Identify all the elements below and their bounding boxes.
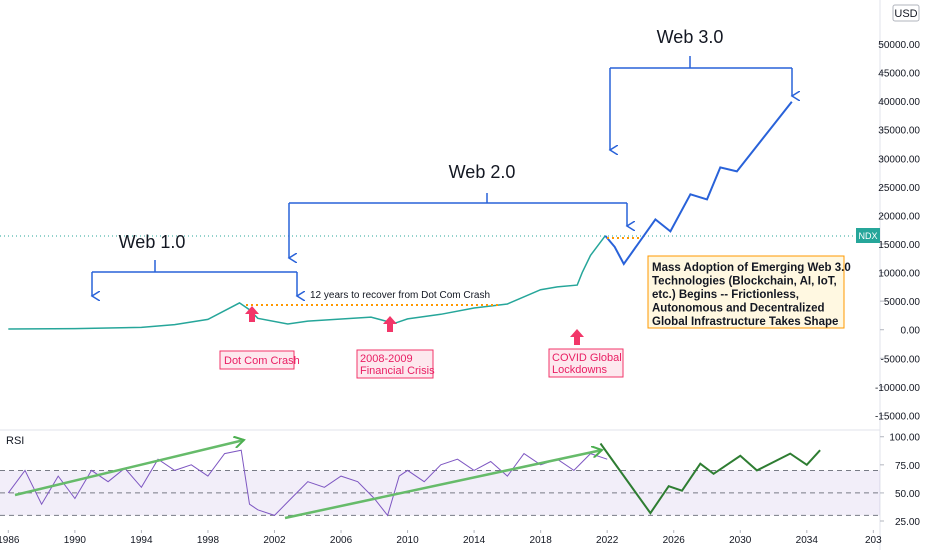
x-tick-label: 1998 bbox=[197, 535, 220, 546]
y-tick-label: 75.00 bbox=[895, 461, 920, 472]
x-tick-label: 1986 bbox=[0, 535, 20, 546]
web1-label: Web 1.0 bbox=[119, 232, 186, 252]
annotation-text: Global Infrastructure Takes Shape bbox=[652, 316, 838, 328]
x-tick-label: 1990 bbox=[64, 535, 87, 546]
y-tick-label: 50.00 bbox=[895, 489, 920, 500]
y-tick-label: 15000.00 bbox=[878, 240, 920, 251]
callout-box bbox=[219, 350, 295, 370]
y-tick-label: 45000.00 bbox=[878, 69, 920, 80]
x-tick-label: 203 bbox=[865, 535, 882, 546]
series-line bbox=[599, 442, 821, 515]
y-tick-label: 40000.00 bbox=[878, 97, 920, 108]
series-line bbox=[8, 234, 607, 330]
trend-line bbox=[14, 440, 244, 497]
y-tick-label: 30000.00 bbox=[878, 154, 920, 165]
trend-line bbox=[284, 450, 602, 520]
x-tick-label: 2026 bbox=[663, 535, 686, 546]
annotation-text: Technologies (Blockchain, AI, IoT, bbox=[652, 276, 837, 288]
symbol-label: NDX bbox=[858, 231, 877, 241]
web2-label: Web 2.0 bbox=[449, 162, 516, 182]
annotation-text: etc.) Begins -- Frictionless, bbox=[652, 289, 799, 301]
brackets bbox=[92, 56, 792, 296]
callout-box bbox=[548, 348, 624, 378]
y-tick-label: 5000.00 bbox=[884, 297, 921, 308]
y-tick-label: 35000.00 bbox=[878, 126, 920, 137]
annotation-text: Autonomous and Decentralized bbox=[652, 303, 825, 315]
y-tick-label: -5000.00 bbox=[881, 354, 921, 365]
price-pane: -15000.00 -10000.00 -5000.00 0.00 5000.00 100… bbox=[0, 40, 920, 422]
y-tick-label: 0.00 bbox=[901, 326, 921, 337]
x-tick-label: 2018 bbox=[530, 535, 553, 546]
x-tick-label: 2034 bbox=[796, 535, 819, 546]
recover-label: 12 years to recover from Dot Com Crash bbox=[310, 290, 490, 301]
y-tick-label: -10000.00 bbox=[875, 383, 920, 394]
web3-label: Web 3.0 bbox=[657, 27, 724, 47]
y-tick-label: 100.00 bbox=[889, 433, 920, 444]
y-tick-label: 25.00 bbox=[895, 517, 920, 528]
series-line bbox=[604, 101, 793, 266]
y-tick-label: 10000.00 bbox=[878, 269, 920, 280]
y-tick-label: 25000.00 bbox=[878, 183, 920, 194]
annotation-text: 2008-2009 bbox=[360, 353, 413, 365]
pane-title: RSI bbox=[6, 435, 24, 447]
unit-box bbox=[892, 4, 920, 22]
callout-arrows bbox=[245, 306, 584, 345]
annotation-text: Lockdowns bbox=[552, 364, 608, 376]
annotation-text: Mass Adoption of Emerging Web 3.0 bbox=[652, 262, 851, 274]
x-tick-label: 2022 bbox=[596, 535, 619, 546]
x-tick-label: 2014 bbox=[463, 535, 486, 546]
x-tick-label: 2030 bbox=[729, 535, 752, 546]
annotation-text: COVID Global bbox=[552, 352, 622, 364]
info-box bbox=[647, 255, 845, 329]
x-tick-label: 2006 bbox=[330, 535, 353, 546]
y-tick-label: -15000.00 bbox=[875, 411, 920, 422]
unit: USD bbox=[894, 8, 917, 20]
x-tick-label: 1994 bbox=[130, 535, 153, 546]
y-tick-label: 20000.00 bbox=[878, 211, 920, 222]
y-tick-label: 50000.00 bbox=[878, 40, 920, 51]
annotation-text: Financial Crisis bbox=[360, 365, 435, 377]
x-tick-label: 2010 bbox=[396, 535, 419, 546]
callout-box bbox=[356, 349, 434, 379]
symbol-tag bbox=[856, 228, 880, 243]
x-tick-label: 2002 bbox=[263, 535, 286, 546]
annotation-text: Dot Com Crash bbox=[224, 355, 300, 367]
